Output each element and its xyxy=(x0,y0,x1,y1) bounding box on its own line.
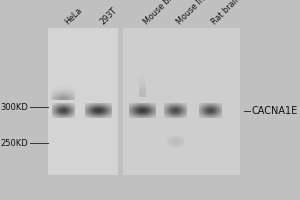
Text: Mouse brain: Mouse brain xyxy=(142,0,183,26)
Text: 300KD: 300KD xyxy=(0,102,28,112)
Text: CACNA1E: CACNA1E xyxy=(252,106,298,116)
Text: Mouse liver: Mouse liver xyxy=(175,0,214,26)
Text: 250KD: 250KD xyxy=(0,138,28,148)
Text: Rat brain: Rat brain xyxy=(210,0,242,26)
Text: 293T: 293T xyxy=(98,5,119,26)
Text: HeLa: HeLa xyxy=(63,5,84,26)
